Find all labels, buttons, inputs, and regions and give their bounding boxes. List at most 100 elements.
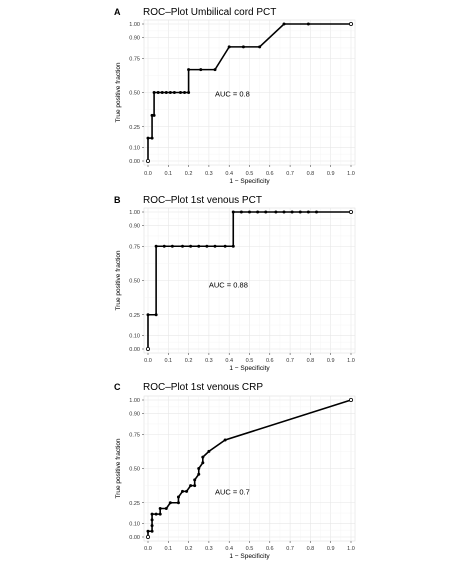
panel-b-roc-point [306, 210, 310, 214]
panel-b-roc-point [145, 346, 150, 351]
panel-b-roc-point [256, 210, 260, 214]
panel-b-x-tick-label: 1.0 [347, 358, 355, 364]
panel-a-roc-point [199, 68, 203, 72]
panel-b-x-tick-label: 0.9 [327, 358, 335, 364]
panel-a-x-tick-label: 0.1 [164, 171, 172, 177]
panel-c-y-tick-label: 0.00 [129, 535, 140, 541]
panel-b-y-tick-label: 1.00 [129, 210, 140, 216]
panel-a-roc-point [348, 21, 353, 26]
panel-c-x-tick-label: 0.9 [327, 546, 335, 552]
panel-c-roc-point [150, 524, 154, 528]
panel-a-title: ROC–Plot Umbilical cord PCT [143, 7, 276, 18]
panel-b-y-tick-label: 0.75 [129, 244, 140, 250]
panel-a-x-tick-label: 0.8 [307, 171, 315, 177]
panel-a-roc-point [146, 136, 150, 140]
panel-b-roc-point [248, 210, 251, 214]
panel-a-y-tick-label: 1.00 [129, 22, 140, 28]
panel-b-roc-point [213, 244, 217, 248]
panel-a-roc-point [187, 68, 191, 72]
panel-b-x-tick-label: 0.1 [164, 358, 172, 364]
panel-a-x-tick-label: 0.3 [205, 171, 213, 177]
panel-b-roc-point [290, 210, 294, 214]
panel-a-x-tick-label: 0.9 [327, 171, 335, 177]
panel-a-x-tick-label: 0.7 [286, 171, 294, 177]
panel-b-x-tick-label: 0.8 [307, 358, 315, 364]
panel-b-roc-point [181, 244, 185, 248]
panel-a-y-tick-label: 0.50 [129, 91, 140, 97]
panel-c-letter: C [114, 382, 121, 392]
panel-a-y-tick-label: 0.75 [129, 56, 140, 62]
panel-c-roc-point [150, 529, 154, 533]
panel-a-roc-point [241, 45, 245, 49]
panel-a-x-axis-label: 1 − Specificity [229, 178, 270, 185]
panel-c-y-tick-label: 0.25 [129, 501, 140, 507]
panel-b: B ROC–Plot 1st venous PCT 0.0 0.1 0.2 0.3 0.4 0… [114, 195, 356, 372]
panel-a-auc-label: AUC = 0.8 [215, 90, 250, 99]
panel-b-roc-point [274, 210, 278, 214]
panel-a-roc-point [172, 91, 176, 94]
panel-b-y-tick-label: 0.50 [129, 279, 140, 285]
panel-a-roc-point [145, 158, 150, 163]
panel-b-title: ROC–Plot 1st venous PCT [143, 195, 262, 206]
panel-b-roc-point [239, 210, 243, 214]
panel-a-roc-point [164, 91, 168, 94]
panel-a: A ROC–Plot Umbilical cord PCT 0.0 0.1 0.2 0.3… [114, 7, 356, 185]
panel-b-roc-point [154, 244, 158, 248]
panel-b-y-axis-label: True positive fraction [115, 250, 122, 310]
panel-c-roc-point [197, 472, 201, 476]
panel-c-x-tick-label: 0.8 [307, 546, 315, 552]
panel-c-roc-point [146, 529, 150, 533]
panel-a-roc-point [156, 91, 160, 94]
panel-b-y-tick-label: 0.10 [129, 333, 140, 339]
panel-c-x-axis-label: 1 − Specificity [229, 553, 270, 560]
panel-a-roc-point [187, 91, 191, 94]
panel-b-y-tick-label: 0.25 [129, 313, 140, 319]
panel-c-roc-point [181, 489, 185, 493]
panel-c-roc-point [197, 467, 201, 470]
panel-b-roc-point [282, 210, 286, 214]
panel-b-x-tick-label: 0.0 [144, 358, 152, 364]
panel-b-roc-point [162, 244, 166, 248]
panel-c-x-tick-label: 0.2 [185, 546, 193, 552]
panel-b-letter: B [114, 195, 121, 205]
panel-a-roc-point [178, 91, 182, 94]
panel-c-roc-point [154, 512, 158, 516]
panel-c-roc-point [193, 484, 197, 488]
panel-a-roc-point [213, 68, 217, 72]
panel-c-x-tick-label: 0.4 [225, 546, 233, 552]
panel-c-x-tick-label: 0.1 [164, 546, 172, 552]
panel-a-y-tick-label: 0.25 [129, 125, 140, 131]
panel-a-roc-point [152, 113, 156, 117]
panel-c-roc-point [176, 501, 180, 505]
panel-b-roc-point [170, 244, 174, 248]
panel-a-x-tick-label: 0.6 [266, 171, 274, 177]
panel-b-roc-point [154, 313, 158, 317]
panel-c-roc-point [185, 489, 189, 493]
panel-c-roc-point [150, 518, 154, 522]
panel-c-y-tick-label: 0.50 [129, 467, 140, 473]
panel-a-roc-point [258, 45, 262, 49]
panel-c-roc-point [223, 438, 227, 442]
panel-a-x-tick-label: 0.4 [225, 171, 233, 177]
panel-c-y-axis-label: True positive fraction [115, 438, 122, 498]
panel-a-y-tick-label: 0.10 [129, 145, 140, 151]
panel-c-roc-point [145, 535, 150, 540]
panel-b-x-tick-label: 0.4 [225, 358, 233, 364]
panel-b-x-tick-label: 0.7 [286, 358, 294, 364]
panel-a-letter: A [114, 7, 121, 17]
panel-a-y-tick-label: 0.00 [129, 159, 140, 165]
panel-a-y-axis-label: True positive fraction [115, 62, 122, 122]
panel-c-y-tick-label: 0.90 [129, 412, 140, 418]
panel-b-y-tick-label: 0.00 [129, 347, 140, 353]
panel-b-roc-point [314, 210, 318, 214]
panel-c-roc-point [201, 461, 205, 465]
panel-c-roc-point [164, 507, 168, 511]
panel-b-roc-point [146, 313, 150, 317]
panel-c-roc-point [207, 449, 211, 453]
panel-a-roc-point [306, 22, 310, 26]
panel-c-y-tick-label: 0.10 [129, 521, 140, 527]
panel-b-x-tick-label: 0.2 [185, 358, 193, 364]
panel-c-roc-point [189, 484, 193, 488]
panel-c-y-tick-label: 1.00 [129, 398, 140, 404]
panel-b-roc-point [264, 210, 268, 214]
